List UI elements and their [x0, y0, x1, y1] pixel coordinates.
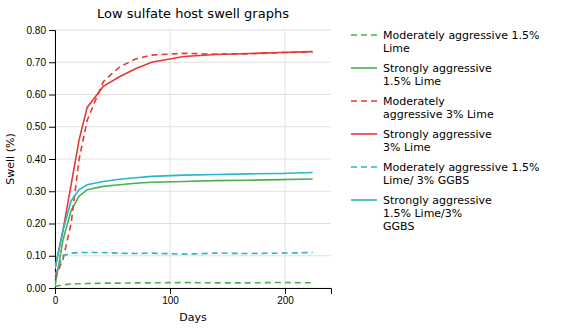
x-axis-tick-label: 100 — [162, 295, 179, 306]
y-axis-tick: 0.60 — [27, 89, 55, 100]
series-line — [55, 52, 313, 278]
legend-label: Strongly aggressive3% Lime — [383, 128, 492, 154]
y-axis-tick: 0.70 — [27, 57, 55, 68]
grid-line-x — [170, 30, 171, 288]
x-axis-label: Days — [179, 311, 207, 324]
y-axis-tick-mark — [49, 256, 55, 257]
y-axis-tick-label: 0.60 — [27, 89, 47, 100]
legend-swatch — [351, 133, 377, 135]
legend-item: Strongly aggressive1.5% Lime/3%GGBS — [351, 194, 492, 233]
y-axis-tick: 0.30 — [27, 186, 55, 197]
x-axis-tick-label: 200 — [277, 295, 294, 306]
y-axis-tick-mark — [49, 191, 55, 192]
grid-line-x — [285, 30, 286, 288]
x-axis-tick: 0 — [53, 288, 59, 306]
series-line — [55, 52, 313, 269]
legend-label: Moderately aggressive 1.5%Lime — [383, 29, 539, 55]
y-axis-tick: 0.20 — [27, 218, 55, 229]
y-axis-tick-mark — [49, 30, 55, 31]
series-line — [55, 179, 313, 286]
legend-swatch — [351, 67, 377, 69]
legend-label: Moderately aggressive 1.5%Lime/ 3% GGBS — [383, 161, 539, 187]
legend: Moderately aggressive 1.5%Lime Strongly a… — [351, 29, 539, 233]
y-axis-tick-label: 0.10 — [27, 250, 47, 261]
x-axis: 0 100 200 — [53, 288, 332, 306]
chart: 01002000.000.100.200.300.400.500.600.700… — [0, 0, 571, 328]
y-axis-tick: 0.80 — [27, 25, 55, 36]
y-axis-tick-mark — [49, 224, 55, 225]
y-axis-tick: 0.50 — [27, 121, 55, 132]
legend-label: Moderatelyaggressive 3% Lime — [383, 95, 494, 121]
grid-line-y — [55, 255, 331, 256]
y-axis-tick-label: 0.40 — [27, 154, 47, 165]
grid-line-y — [55, 126, 331, 127]
series-line — [55, 173, 313, 269]
y-axis-tick-label: 0.70 — [27, 57, 47, 68]
grid-line-y — [55, 223, 331, 224]
grid-line-y — [55, 159, 331, 160]
grid-line-y — [55, 30, 331, 31]
legend-swatch — [351, 166, 377, 168]
legend-item: Moderately aggressive 1.5%Lime — [351, 29, 539, 55]
title: Low sulfate host swell graphs — [97, 6, 289, 21]
x-axis-domain — [56, 289, 332, 295]
lines — [55, 52, 313, 287]
y-axis-tick-label: 0.80 — [27, 25, 47, 36]
x-axis-tick-mark — [170, 288, 171, 294]
y-axis-tick-mark — [49, 288, 55, 289]
y-axis-domain — [49, 31, 56, 289]
legend-item: Moderately aggressive 1.5%Lime/ 3% GGBS — [351, 161, 539, 187]
x-axis-tick: 200 — [277, 288, 294, 306]
legend-label: Strongly aggressive1.5% Lime/3%GGBS — [383, 194, 492, 233]
y-axis-label: Swell (%) — [4, 133, 17, 184]
y-axis-tick-label: 0.50 — [27, 121, 47, 132]
series-line — [55, 283, 313, 287]
grid-line-y — [55, 62, 331, 63]
x-axis-tick-label: 0 — [53, 295, 59, 306]
legend-swatch — [351, 199, 377, 201]
legend-item: Strongly aggressive3% Lime — [351, 128, 492, 154]
legend-item: Moderatelyaggressive 3% Lime — [351, 95, 494, 121]
y-axis-tick-mark — [49, 127, 55, 128]
y-axis-tick: 0.40 — [27, 154, 55, 165]
x-axis-tick-mark — [285, 288, 286, 294]
grid — [55, 30, 331, 288]
y-axis-tick: 0.00 — [27, 283, 55, 294]
y-axis-tick: 0.10 — [27, 250, 55, 261]
series-line — [55, 253, 313, 276]
y-axis-tick-mark — [49, 159, 55, 160]
y-axis-tick-mark — [49, 95, 55, 96]
y-axis-tick-label: 0.30 — [27, 186, 47, 197]
legend-swatch — [351, 34, 377, 36]
y-axis-tick-label: 0.00 — [27, 283, 47, 294]
legend-swatch — [351, 100, 377, 102]
plot: 01002000.000.100.200.300.400.500.600.700… — [27, 25, 332, 306]
x-axis-tick: 100 — [162, 288, 179, 306]
y-axis-tick-label: 0.20 — [27, 218, 47, 229]
grid-line-y — [55, 191, 331, 192]
legend-label: Strongly aggressive1.5% Lime — [383, 62, 492, 88]
y-axis-tick-mark — [49, 62, 55, 63]
legend-item: Strongly aggressive1.5% Lime — [351, 62, 492, 88]
y-axis: 0.00 0.10 0.20 0.30 0.40 0.50 0.60 0.70 0.80 — [27, 25, 56, 294]
